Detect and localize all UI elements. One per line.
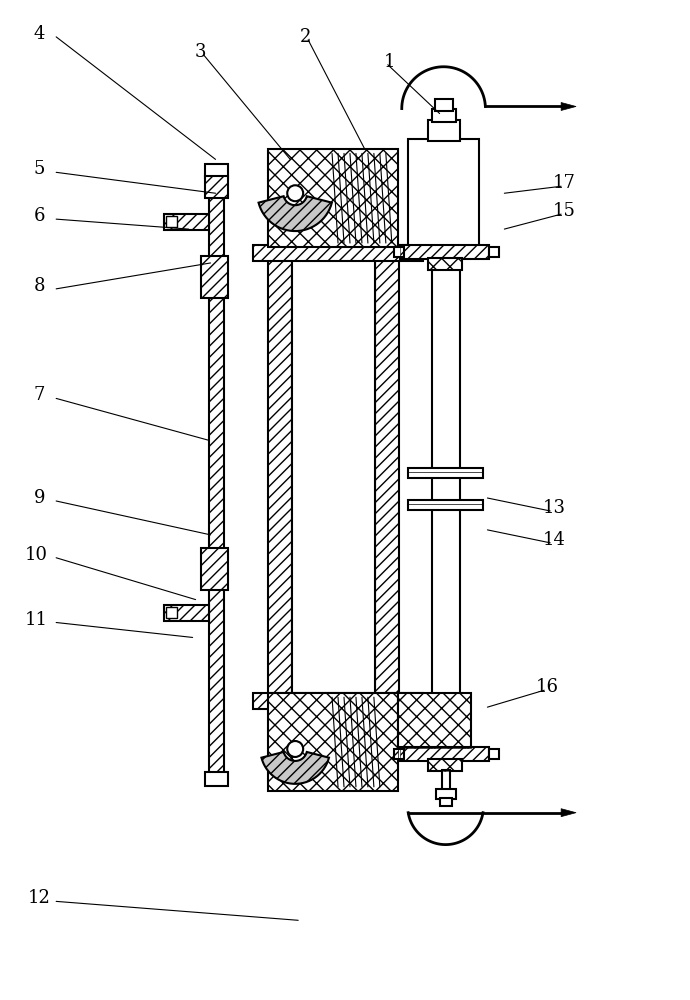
Bar (204, 176, 228, 198)
Bar (268, 149, 398, 247)
Text: 12: 12 (28, 889, 50, 907)
Bar (253, 693, 423, 709)
Bar (253, 693, 423, 709)
Bar (398, 693, 471, 748)
Bar (292, 259, 375, 695)
Bar (253, 245, 423, 261)
Bar (268, 259, 292, 695)
Bar (166, 607, 177, 618)
Text: 5: 5 (34, 160, 45, 178)
Bar (208, 176, 224, 774)
Text: 7: 7 (34, 386, 45, 404)
Bar (268, 259, 292, 695)
Text: 4: 4 (34, 25, 45, 43)
Text: 16: 16 (535, 678, 559, 696)
Bar (201, 548, 228, 590)
Bar (400, 245, 489, 259)
Text: 6: 6 (34, 207, 45, 225)
Bar (400, 747, 489, 761)
Bar (164, 214, 208, 230)
Text: 3: 3 (195, 43, 206, 61)
Bar (166, 216, 177, 227)
Text: 17: 17 (553, 174, 575, 192)
Bar (164, 214, 208, 230)
Bar (164, 605, 208, 621)
Bar (204, 176, 228, 198)
Bar (400, 245, 489, 259)
Bar (375, 259, 399, 695)
Bar (432, 269, 460, 729)
Bar (400, 747, 489, 761)
Text: 2: 2 (299, 28, 311, 46)
Polygon shape (259, 196, 332, 231)
Text: 10: 10 (25, 546, 48, 564)
Bar (442, 770, 450, 790)
Bar (398, 693, 471, 748)
Bar (268, 693, 398, 791)
Text: 15: 15 (553, 202, 575, 220)
Bar (408, 468, 484, 478)
Bar (253, 245, 423, 261)
Bar (432, 109, 455, 122)
Bar (408, 139, 480, 247)
Bar (394, 749, 404, 759)
Circle shape (287, 741, 303, 757)
Bar (435, 99, 453, 111)
Bar (268, 693, 398, 791)
Bar (408, 500, 484, 510)
Bar (489, 247, 500, 257)
Bar (208, 176, 224, 774)
Circle shape (287, 185, 303, 201)
Bar (201, 256, 228, 298)
Bar (375, 259, 399, 695)
Bar (268, 149, 398, 247)
Text: 13: 13 (542, 499, 566, 517)
Bar (201, 256, 228, 298)
Bar (428, 258, 462, 270)
Bar (394, 247, 404, 257)
Bar (428, 120, 460, 141)
Text: 9: 9 (34, 489, 45, 507)
Bar (428, 759, 462, 771)
Text: 11: 11 (25, 611, 48, 629)
Bar (428, 258, 462, 270)
Text: 8: 8 (34, 277, 45, 295)
Bar (440, 798, 451, 806)
Bar (164, 605, 208, 621)
Text: 14: 14 (543, 531, 566, 549)
Bar (428, 759, 462, 771)
Polygon shape (262, 752, 329, 784)
Polygon shape (561, 103, 576, 110)
Bar (204, 164, 228, 178)
Text: 1: 1 (384, 53, 395, 71)
Bar (201, 548, 228, 590)
Bar (489, 749, 500, 759)
Bar (204, 772, 228, 786)
Bar (435, 789, 455, 799)
Polygon shape (561, 809, 576, 817)
